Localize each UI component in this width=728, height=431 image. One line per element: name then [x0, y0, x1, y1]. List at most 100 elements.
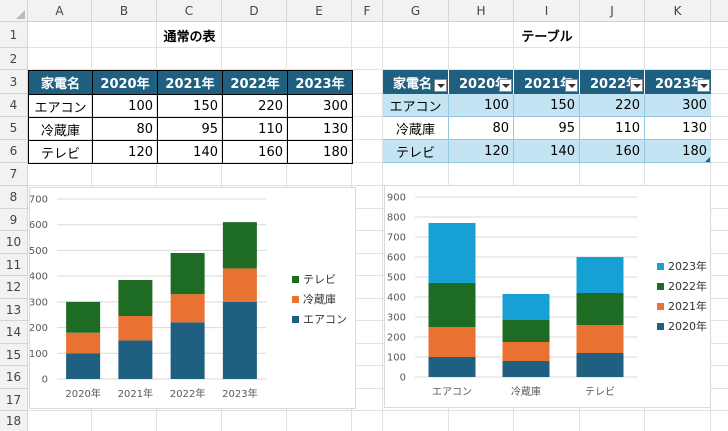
legend-item[interactable]: 2022年	[657, 276, 707, 296]
table-row-name[interactable]: 冷蔵庫	[383, 117, 449, 140]
row-header-10[interactable]: 10	[0, 231, 28, 254]
table-resize-handle[interactable]	[705, 157, 710, 162]
normal-cell[interactable]: 160	[222, 140, 288, 164]
chart-legend[interactable]: テレビ 冷蔵庫 エアコン	[292, 269, 347, 329]
bar-segment[interactable]	[66, 332, 101, 354]
column-header-g[interactable]: G	[383, 0, 449, 22]
normal-cell[interactable]: 110	[222, 117, 288, 141]
bar-segment[interactable]	[576, 293, 624, 325]
table-header-2021[interactable]: 2021年	[514, 70, 580, 94]
bar-segment[interactable]	[428, 283, 476, 327]
stacked-column-chart-by-year[interactable]: 0 100 200 300 400 500 600 700 2020年 2021年 2022年 202…	[29, 187, 356, 409]
normal-header-2023[interactable]: 2023年	[287, 70, 353, 95]
row-header-15[interactable]: 15	[0, 344, 28, 366]
normal-row-name[interactable]: エアコン	[28, 94, 93, 118]
row-header-16[interactable]: 16	[0, 366, 28, 389]
column-header-i[interactable]: I	[514, 0, 580, 22]
row-header-9[interactable]: 9	[0, 209, 28, 231]
row-header-12[interactable]: 12	[0, 276, 28, 299]
legend-item[interactable]: 2020年	[657, 316, 707, 336]
normal-header-2021[interactable]: 2021年	[157, 70, 223, 95]
normal-cell[interactable]: 80	[92, 117, 158, 141]
table-cell[interactable]: 180	[645, 140, 711, 163]
bar-segment[interactable]	[576, 257, 624, 293]
normal-row-name[interactable]: 冷蔵庫	[28, 117, 93, 141]
legend-item[interactable]: 2023年	[657, 256, 707, 276]
column-header-d[interactable]: D	[222, 0, 287, 22]
bar-segment[interactable]	[118, 340, 153, 379]
table-header-2022[interactable]: 2022年	[580, 70, 645, 94]
table-cell[interactable]: 140	[514, 140, 580, 163]
table-header-2023[interactable]: 2023年	[645, 70, 711, 94]
filter-dropdown-icon[interactable]	[499, 79, 512, 92]
bar-segment[interactable]	[222, 301, 257, 379]
filter-dropdown-icon[interactable]	[434, 79, 447, 92]
normal-cell[interactable]: 120	[92, 140, 158, 164]
bar-segment[interactable]	[428, 357, 476, 377]
normal-table-title[interactable]: 通常の表	[163, 29, 216, 45]
column-header-k[interactable]: K	[645, 0, 711, 22]
row-header-11[interactable]: 11	[0, 254, 28, 276]
normal-header-2020[interactable]: 2020年	[92, 70, 158, 95]
table-cell[interactable]: 220	[580, 94, 645, 117]
normal-cell[interactable]: 220	[222, 94, 288, 118]
bar-segment[interactable]	[118, 280, 153, 316]
select-all-corner[interactable]	[0, 0, 28, 22]
normal-row-name[interactable]: テレビ	[28, 140, 93, 164]
table-row-name[interactable]: テレビ	[383, 140, 449, 163]
normal-cell[interactable]: 150	[157, 94, 223, 118]
normal-header-2022[interactable]: 2022年	[222, 70, 288, 95]
table-cell[interactable]: 100	[449, 94, 514, 117]
bar-segment[interactable]	[428, 223, 476, 283]
table-cell[interactable]: 80	[449, 117, 514, 140]
normal-cell[interactable]: 300	[287, 94, 353, 118]
bar-segment[interactable]	[428, 327, 476, 357]
column-header-b[interactable]: B	[92, 0, 157, 22]
column-header-e[interactable]: E	[287, 0, 352, 22]
normal-cell[interactable]: 180	[287, 140, 353, 164]
row-header-8[interactable]: 8	[0, 186, 28, 209]
column-header-l-partial[interactable]	[711, 0, 728, 22]
table-cell[interactable]: 110	[580, 117, 645, 140]
table-cell[interactable]: 130	[645, 117, 711, 140]
table-header-2020[interactable]: 2020年	[449, 70, 514, 94]
filter-dropdown-icon[interactable]	[565, 79, 578, 92]
column-header-h[interactable]: H	[449, 0, 514, 22]
table-header-name[interactable]: 家電名	[383, 70, 449, 94]
filter-dropdown-icon[interactable]	[630, 79, 643, 92]
row-header-3[interactable]: 3	[0, 70, 28, 94]
row-header-14[interactable]: 14	[0, 321, 28, 344]
column-header-j[interactable]: J	[580, 0, 645, 22]
table-cell[interactable]: 300	[645, 94, 711, 117]
legend-item[interactable]: 2021年	[657, 296, 707, 316]
row-header-1[interactable]: 1	[0, 22, 28, 48]
row-header-17[interactable]: 17	[0, 389, 28, 411]
bar-segment[interactable]	[118, 316, 153, 341]
normal-cell[interactable]: 100	[92, 94, 158, 118]
bar-segment[interactable]	[222, 222, 257, 269]
row-header-13[interactable]: 13	[0, 299, 28, 321]
bar-segment[interactable]	[170, 294, 205, 323]
bar-segment[interactable]	[502, 361, 550, 377]
row-header-6[interactable]: 6	[0, 140, 28, 163]
normal-header-name[interactable]: 家電名	[28, 70, 93, 95]
bar-segment[interactable]	[66, 301, 101, 333]
normal-cell[interactable]: 130	[287, 117, 353, 141]
bar-segment[interactable]	[222, 268, 257, 302]
bar-segment[interactable]	[66, 353, 101, 379]
table-cell[interactable]: 160	[580, 140, 645, 163]
normal-cell[interactable]: 140	[157, 140, 223, 164]
legend-item[interactable]: 冷蔵庫	[292, 289, 347, 309]
bar-segment[interactable]	[502, 294, 550, 320]
filter-dropdown-icon[interactable]	[697, 79, 710, 92]
bar-segment[interactable]	[170, 322, 205, 379]
table-cell[interactable]: 150	[514, 94, 580, 117]
bar-segment[interactable]	[576, 325, 624, 353]
stacked-column-chart-by-appliance[interactable]: 0 100 200 300 400 500 600 700 800 900 エアコン 冷蔵庫 テレビ 2…	[384, 185, 711, 408]
column-header-f[interactable]: F	[352, 0, 383, 22]
row-header-18[interactable]: 18	[0, 411, 28, 431]
row-header-2[interactable]: 2	[0, 48, 28, 70]
bar-segment[interactable]	[170, 253, 205, 295]
row-header-5[interactable]: 5	[0, 117, 28, 140]
row-header-4[interactable]: 4	[0, 94, 28, 117]
